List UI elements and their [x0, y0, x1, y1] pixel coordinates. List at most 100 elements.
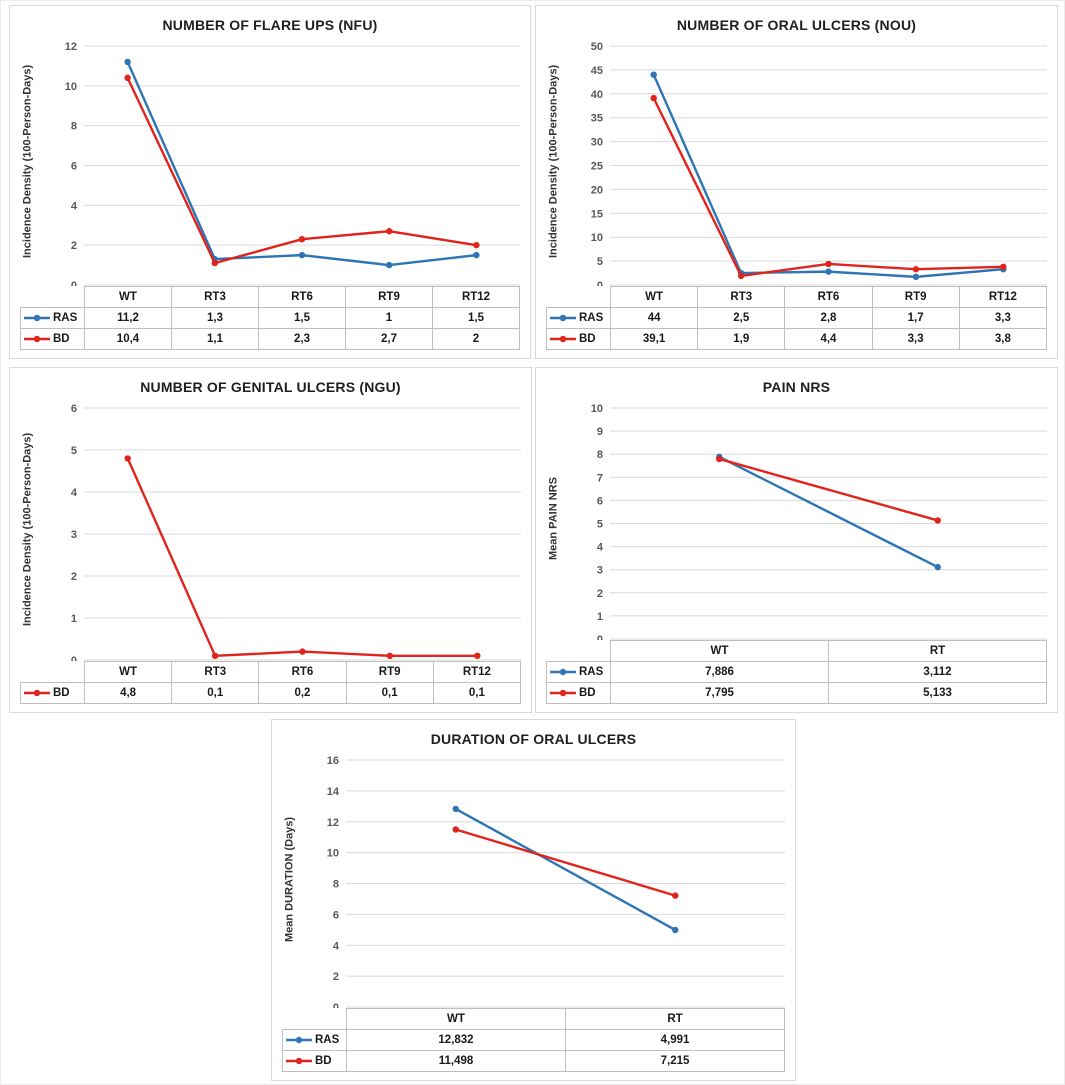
data-point-marker [298, 251, 306, 259]
series-line [652, 96, 1005, 278]
y-tick-label: 20 [591, 184, 603, 196]
series-BD [452, 826, 679, 899]
table-row: BD 7,795 5,133 [546, 682, 1047, 704]
chart-title: NUMBER OF FLARE UPS (NFU) [162, 17, 378, 33]
value-cell: 3,3 [958, 307, 1048, 329]
legend-key-icon [550, 668, 576, 676]
legend-key-icon [24, 335, 50, 343]
value-cell: 11,2 [84, 307, 172, 329]
y-tick-label: 12 [65, 41, 77, 53]
plot-area: 0 5 10 15 20 25 30 35 40 45 50 [562, 36, 1047, 292]
y-tick-label: 30 [591, 137, 603, 149]
legend-key-icon [550, 314, 576, 322]
table-corner-cell [21, 662, 85, 683]
value-cell: 1,5 [258, 307, 346, 329]
value-cell: 4,4 [784, 328, 873, 350]
series-RAS [650, 71, 1007, 281]
series-BD [716, 455, 941, 524]
y-tick-label: 50 [591, 41, 603, 53]
chart-title: NUMBER OF ORAL ULCERS (NOU) [676, 17, 917, 33]
value-cell: 1,1 [171, 328, 259, 350]
table-row: BD 39,1 1,9 4,4 3,3 3,8 [546, 328, 1048, 350]
value-cell: 2,3 [258, 328, 346, 350]
series-name: RAS [579, 312, 604, 324]
table-row: RAS 44 2,5 2,8 1,7 3,3 [546, 307, 1048, 329]
data-point-marker [825, 260, 832, 268]
y-axis-title: Incidence Density (100-Person-Days) [21, 64, 34, 258]
plot-row: Mean DURATION (Days) 0 2 4 6 8 10 12 14 16 [282, 750, 785, 1014]
table-corner-cell [547, 641, 611, 662]
value-cell: 44 [609, 307, 699, 329]
y-tick-label: 2 [71, 240, 77, 252]
data-table: WT RT3 RT6 RT9 RT12 BD 4,8 0,1 0,2 0,1 0,1 [20, 661, 522, 704]
data-point-marker [124, 455, 131, 462]
value-cell: 2,7 [345, 328, 433, 350]
value-cell: 4,991 [565, 1029, 785, 1051]
data-point-marker [650, 71, 657, 78]
value-cell: 0,2 [258, 682, 347, 704]
value-cell: 2,5 [697, 307, 786, 329]
table-header-row: WT RT [283, 1008, 785, 1030]
y-tick-label: 45 [591, 65, 603, 77]
category-header: WT [609, 286, 699, 308]
y-tick-label: 3 [597, 565, 603, 577]
y-tick-label: 6 [597, 495, 603, 507]
series-line [718, 457, 939, 522]
category-header: RT [828, 640, 1047, 662]
data-point-marker [1000, 263, 1007, 271]
y-tick-label: 6 [333, 909, 339, 921]
series-RAS [452, 805, 679, 934]
value-cell: 7,886 [610, 661, 829, 683]
value-cell: 10,4 [84, 328, 172, 350]
plot-row: Mean PAIN NRS 0 1 2 3 4 5 6 7 8 9 10 [546, 398, 1047, 646]
y-tick-label: 14 [327, 786, 340, 798]
y-tick-label: 40 [591, 89, 603, 101]
data-point-marker [298, 235, 306, 243]
y-tick-label: 10 [591, 403, 603, 415]
table-row: BD 10,4 1,1 2,3 2,7 2 [20, 328, 520, 350]
y-tick-label: 16 [327, 755, 339, 767]
y-tick-label: 3 [71, 529, 77, 541]
chart-title: NUMBER OF GENITAL ULCERS (NGU) [140, 379, 401, 395]
table-row: RAS 11,2 1,3 1,5 1 1,5 [20, 307, 520, 329]
data-point-marker [386, 261, 393, 269]
y-tick-label: 1 [597, 611, 603, 623]
y-tick-label: 6 [71, 403, 77, 415]
chart-panel-pain-nrs: PAIN NRS Mean PAIN NRS 0 1 2 3 4 5 6 7 8 9 10 WT RT… [535, 367, 1058, 713]
y-tick-label: 4 [333, 940, 340, 952]
data-table: WT RT RAS 12,832 4,991 BD 11,498 7,215 [282, 1008, 785, 1072]
data-point-marker [473, 251, 480, 259]
y-axis-title: Incidence Density (100-Person-Days) [547, 64, 560, 258]
value-cell: 7,215 [565, 1050, 785, 1072]
category-header: RT9 [871, 286, 960, 308]
value-cell: 3,112 [828, 661, 1047, 683]
legend-key-icon [286, 1036, 312, 1044]
data-point-marker [672, 892, 679, 899]
y-tick-label: 10 [327, 848, 339, 860]
category-header: RT3 [171, 661, 260, 683]
data-point-marker [825, 268, 832, 275]
legend-key-icon [286, 1057, 312, 1065]
chart-title: DURATION OF ORAL ULCERS [430, 731, 637, 747]
category-header: RT6 [258, 286, 346, 308]
legend-cell: RAS [20, 307, 85, 329]
series-name: RAS [579, 666, 604, 678]
y-tick-label: 2 [597, 588, 603, 600]
legend-key-icon [24, 314, 50, 322]
data-point-marker [934, 517, 941, 524]
y-tick-label: 8 [597, 449, 603, 461]
data-point-marker [672, 926, 679, 934]
value-cell: 12,832 [346, 1029, 566, 1051]
data-point-marker [737, 272, 745, 280]
series-name: BD [315, 1055, 332, 1067]
y-tick-label: 10 [591, 232, 603, 244]
data-point-marker [124, 74, 131, 82]
value-cell: 0,1 [432, 682, 522, 704]
y-tick-label: 2 [333, 971, 339, 983]
legend-cell: BD [282, 1050, 347, 1072]
data-table: WT RT3 RT6 RT9 RT12 RAS 44 2,5 2,8 1,7 3,3 BD 39,1 1,… [546, 286, 1048, 350]
y-tick-label: 35 [591, 113, 603, 125]
y-tick-label: 9 [597, 426, 603, 438]
